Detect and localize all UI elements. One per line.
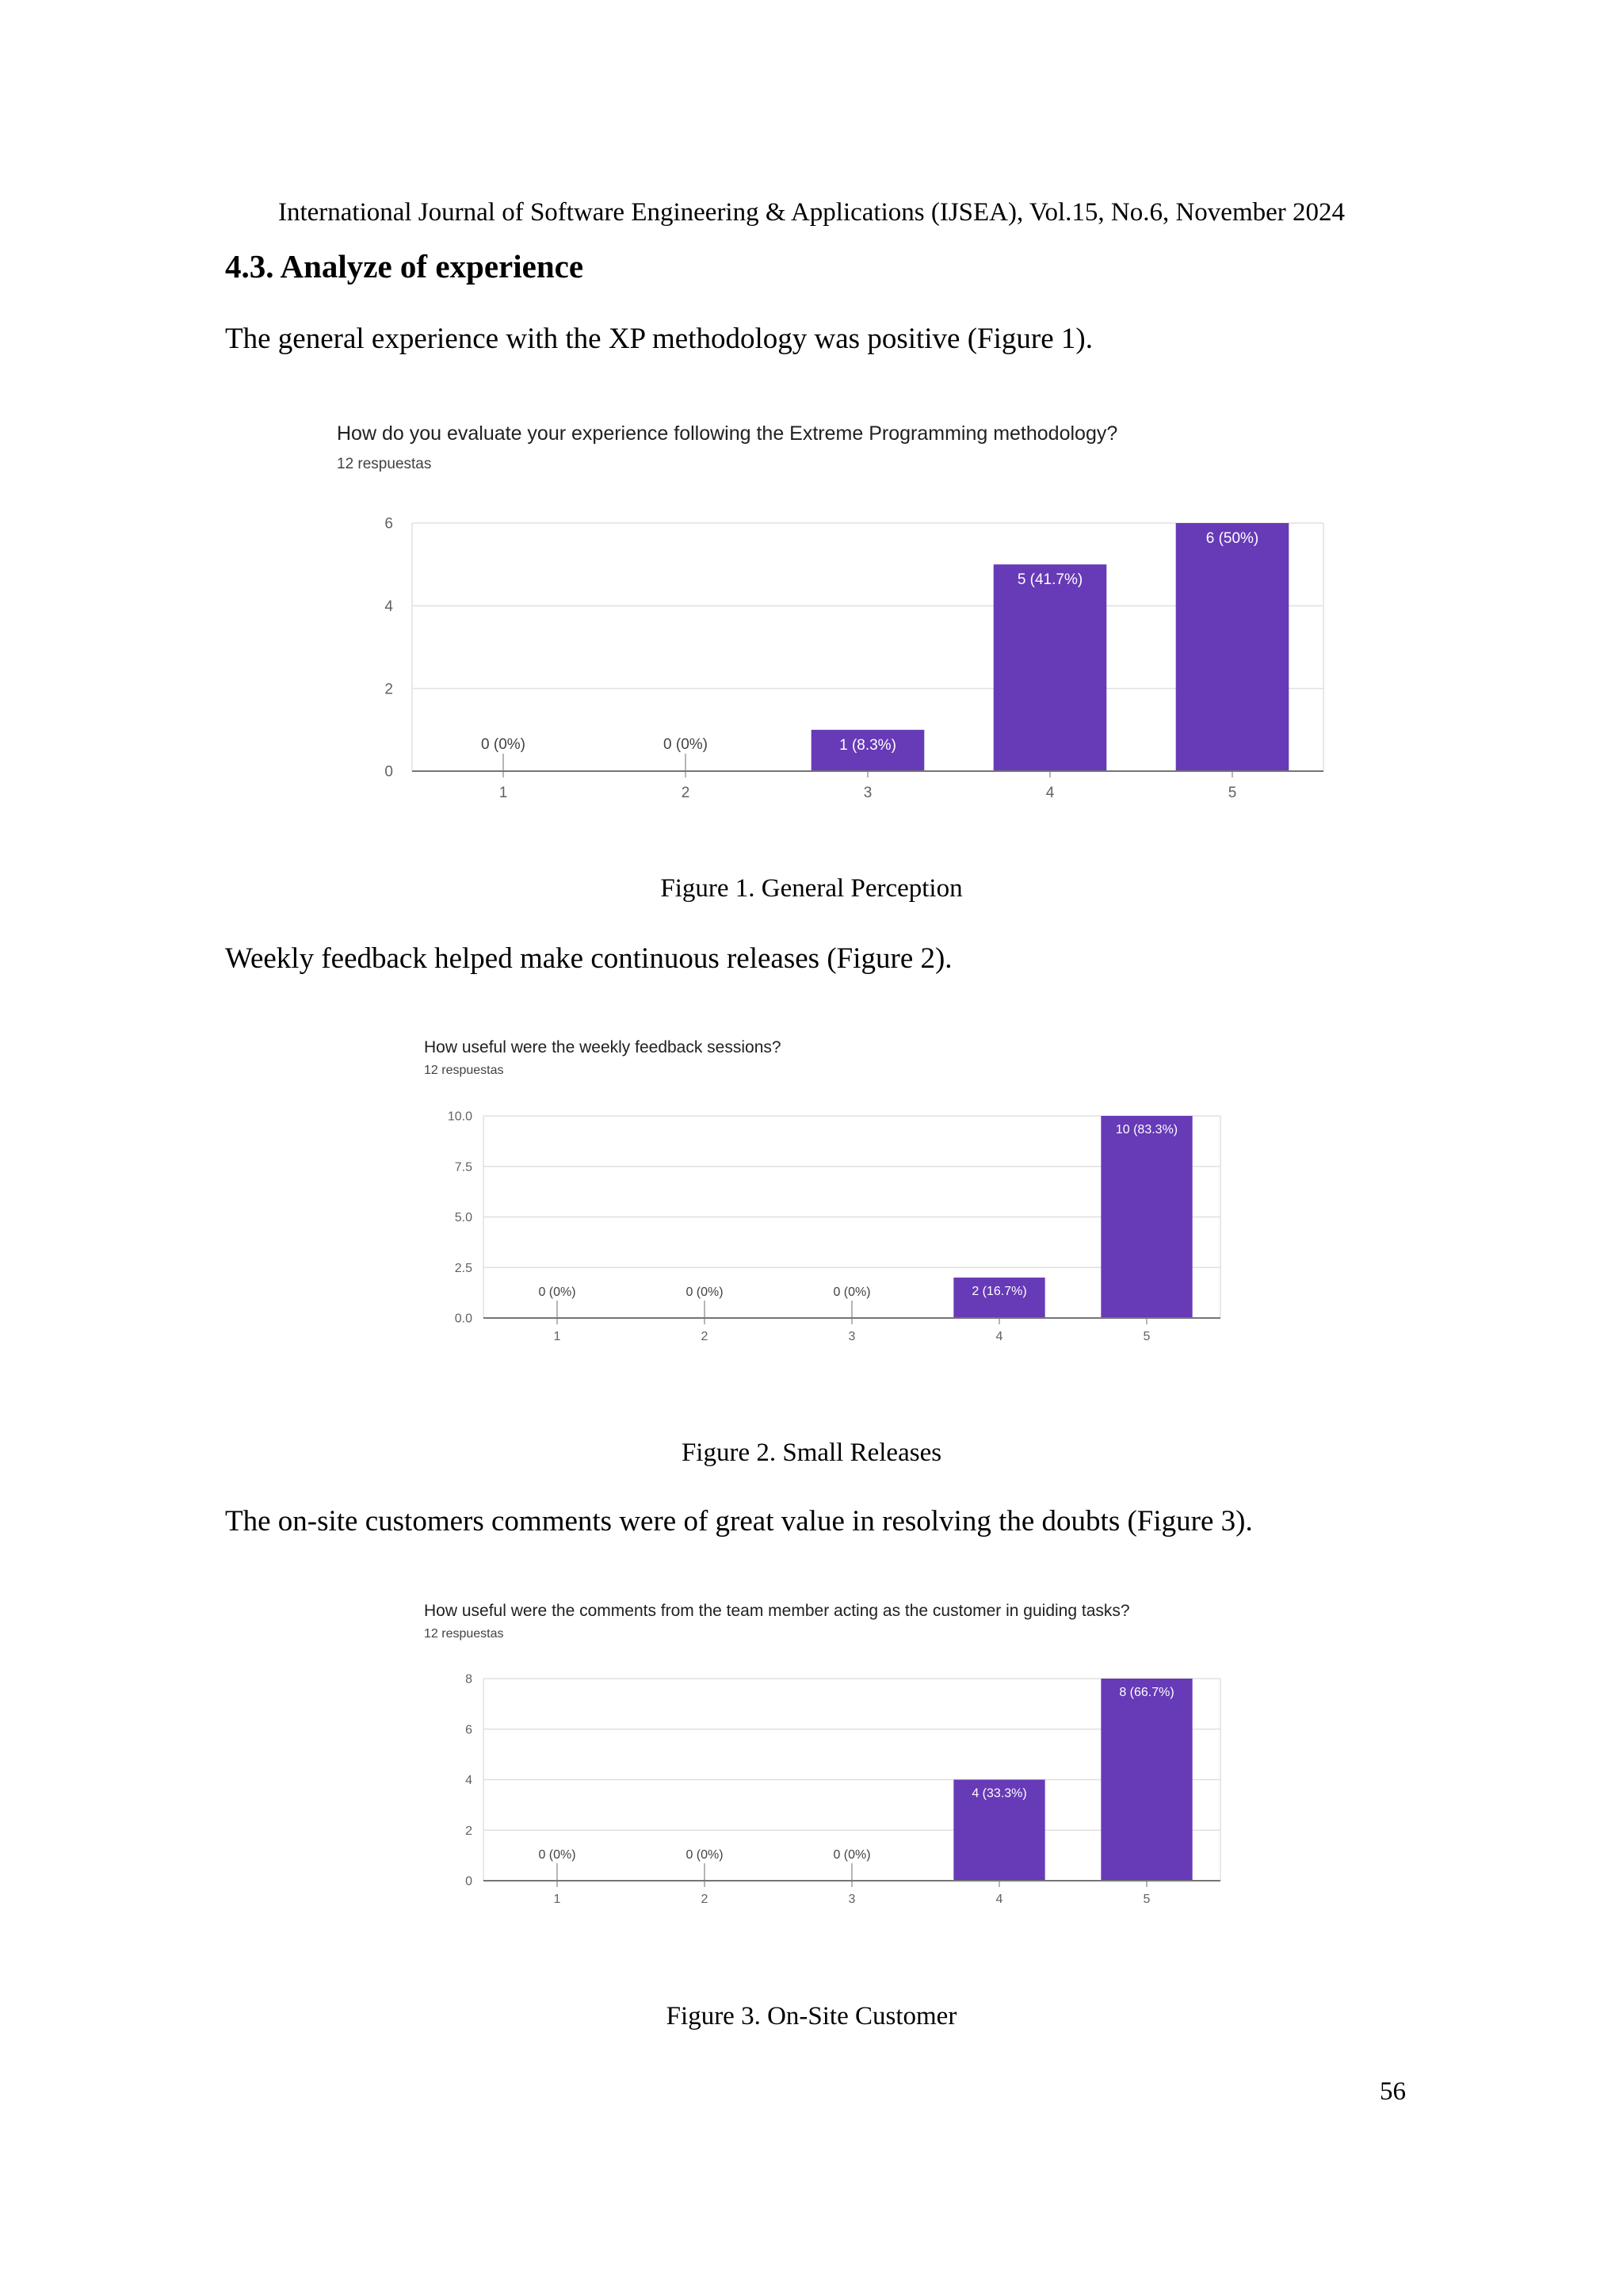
chart-general-perception: How do you evaluate your experience foll… [337,422,1324,801]
figure-3-caption: Figure 3. On-Site Customer [666,2002,957,2030]
page-number: 56 [1380,2077,1406,2106]
data-label: 0 (0%) [833,1286,870,1299]
section-title: 4.3. Analyze of experience [225,248,584,285]
bar [993,564,1107,771]
x-tick-label: 4 [996,1893,1003,1906]
y-tick-label: 5.0 [455,1211,472,1224]
data-label: 0 (0%) [833,1848,870,1862]
paragraph-1: The general experience with the XP metho… [225,323,1093,355]
x-tick-label: 5 [1228,785,1237,801]
figure-1-caption: Figure 1. General Perception [660,874,963,903]
y-tick-label: 10.0 [448,1110,472,1124]
x-tick-label: 5 [1144,1893,1151,1906]
chart-subtitle: 12 respuestas [424,1064,504,1077]
y-tick-label: 6 [465,1723,472,1736]
bar [1101,1116,1193,1318]
x-tick-label: 5 [1144,1330,1151,1343]
y-tick-label: 2 [465,1824,472,1838]
chart-title: How useful were the weekly feedback sess… [424,1038,781,1056]
data-label: 0 (0%) [538,1848,575,1862]
data-label: 6 (50%) [1206,530,1259,547]
y-tick-label: 6 [384,516,393,533]
data-label: 0 (0%) [481,736,525,753]
x-tick-label: 3 [849,1893,856,1906]
bar [953,1779,1045,1881]
data-label: 0 (0%) [685,1286,723,1299]
paragraph-2: Weekly feedback helped make continuous r… [225,942,953,975]
data-label: 1 (8.3%) [839,737,896,754]
chart-small-releases: How useful were the weekly feedback sess… [424,1038,1221,1343]
bar [1175,523,1289,771]
y-tick-label: 7.5 [455,1160,472,1174]
paragraph-3: The on-site customers comments were of g… [225,1505,1253,1538]
chart-on-site-customer: How useful were the comments from the te… [424,1602,1221,1906]
x-tick-label: 4 [996,1330,1003,1343]
x-tick-label: 2 [701,1893,708,1906]
y-tick-label: 4 [384,598,393,615]
x-tick-label: 1 [499,785,508,801]
chart-title: How do you evaluate your experience foll… [337,422,1117,445]
data-label: 2 (16.7%) [972,1285,1026,1298]
y-tick-label: 2.5 [455,1262,472,1275]
data-label: 0 (0%) [538,1286,575,1299]
y-tick-label: 2 [384,681,393,697]
bar [1101,1679,1193,1881]
journal-header: International Journal of Software Engine… [277,198,1346,227]
data-label: 10 (83.3%) [1116,1123,1178,1137]
y-tick-label: 0 [384,764,393,781]
y-tick-label: 0 [465,1875,472,1889]
x-tick-label: 3 [849,1330,856,1343]
x-tick-label: 4 [1046,785,1055,801]
y-tick-label: 4 [465,1774,472,1787]
x-tick-label: 2 [682,785,690,801]
x-tick-label: 3 [864,785,873,801]
chart-title: How useful were the comments from the te… [424,1602,1130,1620]
data-label: 0 (0%) [685,1848,723,1862]
figure-2-caption: Figure 2. Small Releases [681,1438,942,1467]
data-label: 8 (66.7%) [1119,1686,1174,1699]
data-label: 4 (33.3%) [972,1787,1026,1801]
chart-subtitle: 12 respuestas [337,456,431,472]
x-tick-label: 1 [554,1893,561,1906]
data-label: 5 (41.7%) [1018,571,1083,588]
x-tick-label: 2 [701,1330,708,1343]
y-tick-label: 8 [465,1673,472,1687]
y-tick-label: 0.0 [455,1312,472,1326]
x-tick-label: 1 [554,1330,561,1343]
bar [811,729,925,771]
data-label: 0 (0%) [663,736,708,753]
bar [953,1278,1045,1318]
chart-subtitle: 12 respuestas [424,1627,504,1641]
